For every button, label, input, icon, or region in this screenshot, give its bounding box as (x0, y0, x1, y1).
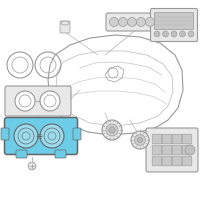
Circle shape (102, 120, 122, 140)
Circle shape (118, 18, 128, 26)
FancyBboxPatch shape (172, 156, 182, 166)
FancyBboxPatch shape (146, 128, 198, 172)
Circle shape (162, 31, 168, 37)
Circle shape (110, 18, 118, 26)
Circle shape (138, 138, 142, 142)
FancyBboxPatch shape (16, 150, 27, 158)
Circle shape (180, 31, 186, 37)
Circle shape (14, 124, 38, 148)
FancyBboxPatch shape (172, 145, 182, 155)
Circle shape (40, 91, 60, 111)
Circle shape (146, 18, 154, 26)
FancyBboxPatch shape (152, 156, 162, 166)
FancyBboxPatch shape (73, 128, 81, 140)
Circle shape (40, 124, 64, 148)
FancyBboxPatch shape (60, 21, 70, 33)
Circle shape (136, 18, 146, 26)
FancyBboxPatch shape (106, 13, 158, 31)
FancyBboxPatch shape (154, 12, 194, 29)
FancyBboxPatch shape (182, 134, 192, 144)
FancyBboxPatch shape (55, 150, 66, 158)
FancyBboxPatch shape (5, 86, 71, 116)
Circle shape (109, 127, 115, 133)
Circle shape (154, 31, 160, 37)
FancyBboxPatch shape (152, 134, 162, 144)
FancyBboxPatch shape (182, 156, 192, 166)
FancyBboxPatch shape (1, 128, 9, 140)
FancyBboxPatch shape (152, 145, 162, 155)
Circle shape (106, 124, 118, 136)
FancyBboxPatch shape (4, 117, 78, 154)
FancyBboxPatch shape (162, 145, 172, 155)
Circle shape (171, 31, 177, 37)
FancyBboxPatch shape (172, 134, 182, 144)
Circle shape (185, 145, 195, 155)
Circle shape (28, 162, 36, 170)
Circle shape (128, 18, 136, 26)
FancyBboxPatch shape (162, 156, 172, 166)
FancyBboxPatch shape (151, 8, 198, 42)
Circle shape (15, 91, 35, 111)
FancyBboxPatch shape (162, 134, 172, 144)
Circle shape (134, 134, 146, 146)
Circle shape (131, 131, 149, 149)
Circle shape (188, 31, 194, 37)
Ellipse shape (61, 21, 69, 25)
FancyBboxPatch shape (182, 145, 192, 155)
